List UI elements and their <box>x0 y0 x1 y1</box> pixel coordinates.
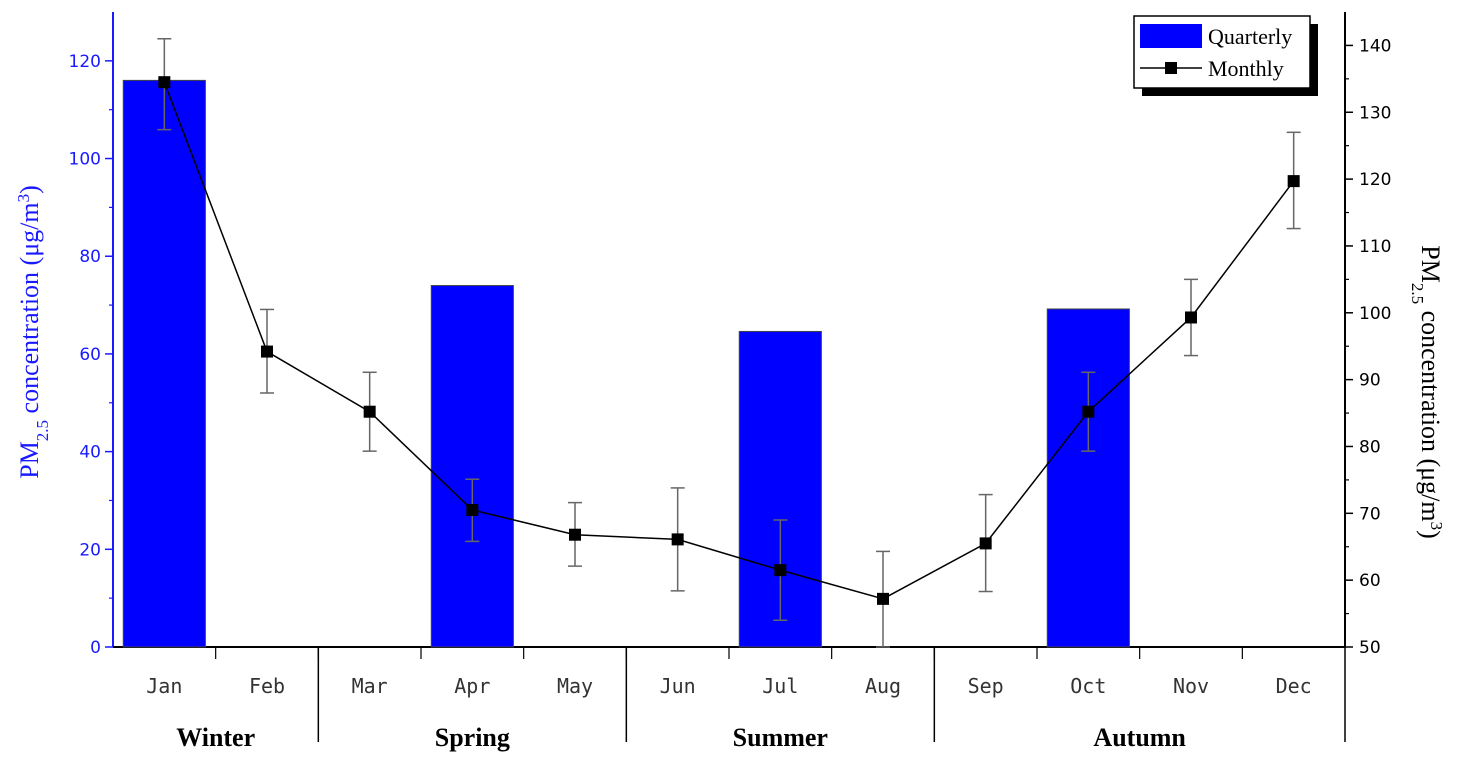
left-axis-title-end: ) <box>15 185 44 194</box>
right-axis-title-end: ) <box>1416 530 1445 539</box>
monthly-marker-jun <box>671 533 684 546</box>
quarterly-bar-jan <box>122 79 206 648</box>
month-label: Sep <box>968 674 1004 698</box>
month-label: Dec <box>1276 674 1312 698</box>
left-axis-title-sup: 3 <box>14 194 33 203</box>
month-label: Jun <box>660 674 696 698</box>
legend-label-monthly: Monthly <box>1208 56 1284 81</box>
monthly-marker-may <box>569 528 581 541</box>
monthly-marker-jul <box>774 564 787 577</box>
monthly-line <box>157 37 1301 648</box>
month-label: Nov <box>1173 674 1209 698</box>
month-label: Oct <box>1070 674 1106 698</box>
right-tick-label: 60 <box>1359 571 1381 591</box>
monthly-marker-dec <box>1287 175 1300 188</box>
month-label: Feb <box>249 674 285 698</box>
season-label: Autumn <box>1093 723 1186 752</box>
monthly-marker-mar <box>363 405 376 418</box>
right-axis-title-sup: 3 <box>1428 522 1447 531</box>
left-tick-label: 0 <box>90 638 101 658</box>
monthly-marker-aug <box>877 592 889 605</box>
monthly-marker-oct <box>1082 405 1095 418</box>
right-tick-label: 130 <box>1359 103 1391 123</box>
quarterly-bar-apr <box>430 285 514 648</box>
left-tick-label: 60 <box>79 345 101 365</box>
right-tick-label: 80 <box>1359 437 1381 457</box>
monthly-marker-feb <box>261 345 273 358</box>
legend-marker-monthly <box>1165 62 1177 74</box>
season-label: Winter <box>176 723 255 752</box>
left-axis-title-sub: 2.5 <box>33 420 52 441</box>
right-tick-label: 70 <box>1359 504 1381 524</box>
right-tick-label: 100 <box>1359 304 1391 324</box>
left-axis-title-rest: concentration (μg/m <box>15 202 44 420</box>
left-tick-label: 120 <box>69 52 101 72</box>
axes: 0 20 40 60 80 100 120 50 60 70 80 90 100 110 120 130 140… <box>69 12 1391 752</box>
legend-swatch-quarterly <box>1140 24 1202 48</box>
right-tick-label: 140 <box>1359 36 1391 56</box>
month-label: Jan <box>146 674 182 698</box>
monthly-marker-nov <box>1185 311 1197 324</box>
right-axis-title-rest: concentration (μg/m <box>1416 304 1445 522</box>
left-tick-label: 40 <box>79 443 101 463</box>
month-label: Apr <box>454 674 490 698</box>
month-label: Aug <box>865 674 901 698</box>
left-tick-label: 80 <box>79 247 101 267</box>
monthly-marker-sep <box>979 537 992 550</box>
axis-labels: PM2.5 concentration (μg/m3)PM2.5 concent… <box>14 185 1447 539</box>
left-axis-title: PM2.5 concentration (μg/m3) <box>14 185 52 479</box>
month-label: Jul <box>762 674 798 698</box>
right-axis-title-pm: PM <box>1416 245 1445 283</box>
right-tick-label: 120 <box>1359 170 1391 190</box>
monthly-marker-jan <box>158 76 171 89</box>
left-axis-title-pm: PM <box>15 441 44 479</box>
quarterly-bar-oct <box>1046 308 1130 648</box>
monthly-marker-apr <box>466 503 479 516</box>
left-tick-label: 100 <box>69 150 101 170</box>
quarterly-bars <box>122 79 1130 648</box>
season-label: Spring <box>435 723 510 752</box>
season-label: Summer <box>733 723 828 752</box>
right-tick-label: 50 <box>1359 638 1381 658</box>
right-tick-label: 90 <box>1359 371 1381 391</box>
month-label: Mar <box>352 674 388 698</box>
right-axis-title-sub: 2.5 <box>1409 283 1428 304</box>
right-axis-title: PM2.5 concentration (μg/m3) <box>1409 245 1447 539</box>
left-tick-label: 20 <box>79 540 101 560</box>
legend-label-quarterly: Quarterly <box>1208 24 1292 49</box>
legend: Quarterly Monthly <box>1133 15 1318 96</box>
right-tick-label: 110 <box>1359 237 1391 257</box>
month-label: May <box>557 674 593 698</box>
monthly-series-line <box>163 81 1295 600</box>
